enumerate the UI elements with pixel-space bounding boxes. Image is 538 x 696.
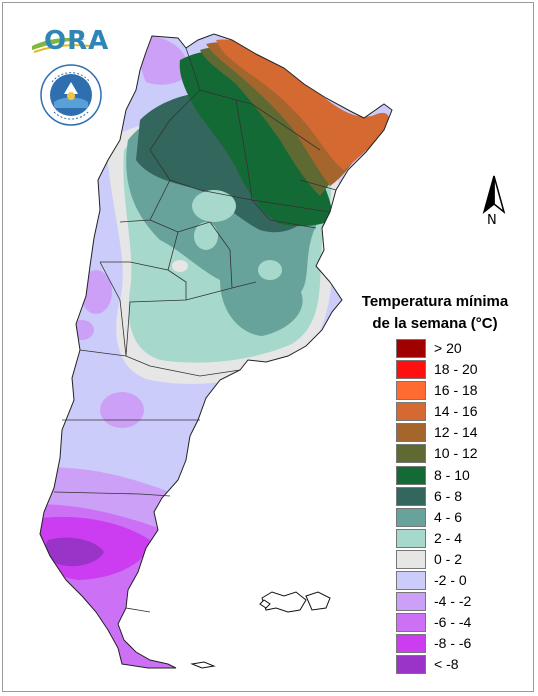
legend-label: 16 - 18 [434, 382, 478, 399]
legend-label: 2 - 4 [434, 529, 463, 546]
legend-label: 14 - 16 [434, 403, 478, 420]
legend-swatch [396, 381, 426, 401]
legend-label: -4 - -2 [434, 593, 472, 610]
legend-title-line1: Temperatura mínima [361, 293, 509, 310]
legend-label: 6 - 8 [434, 487, 463, 504]
legend-label: -8 - -6 [434, 635, 472, 652]
legend-label: 4 - 6 [434, 508, 463, 525]
north-arrow-icon [482, 175, 506, 215]
ora-logo-text: ORA [44, 26, 110, 56]
ora-logo-swoosh [32, 38, 91, 53]
legend-title: Temperatura mínima de la semana (°C) [340, 291, 530, 335]
legend-swatch [396, 613, 426, 633]
legend-swatch [396, 444, 426, 464]
legend-swatch [396, 486, 426, 506]
legend-label: > 20 [434, 340, 462, 356]
north-label: N [487, 213, 497, 228]
legend-label: 18 - 20 [434, 361, 478, 378]
legend-label: 0 - 2 [434, 550, 463, 567]
legend-swatch [396, 507, 426, 527]
legend-swatch [396, 528, 426, 548]
legend-swatch [396, 592, 426, 612]
legend-swatch [396, 423, 426, 443]
isla-de-los-estados [190, 661, 216, 669]
legend-swatch [396, 360, 426, 380]
legend-label: < -8 [434, 656, 459, 673]
legend-swatch [396, 549, 426, 569]
legend-swatch [396, 339, 426, 358]
smn-seal-logo [40, 64, 102, 126]
legend-title-line2: de la semana (°C) [372, 315, 498, 332]
province-borders [53, 47, 337, 613]
legend-swatch [396, 571, 426, 591]
legend-label: 10 - 12 [434, 445, 478, 462]
legend-label: 8 - 10 [434, 466, 470, 483]
legend-swatch [396, 402, 426, 422]
legend-swatch [396, 634, 426, 654]
legend-swatch [396, 465, 426, 485]
legend-swatch [396, 655, 426, 675]
malvinas-islands [259, 591, 331, 613]
legend-label: 12 - 14 [434, 424, 478, 441]
legend-label: -6 - -4 [434, 614, 472, 631]
legend-label: -2 - 0 [434, 572, 467, 589]
